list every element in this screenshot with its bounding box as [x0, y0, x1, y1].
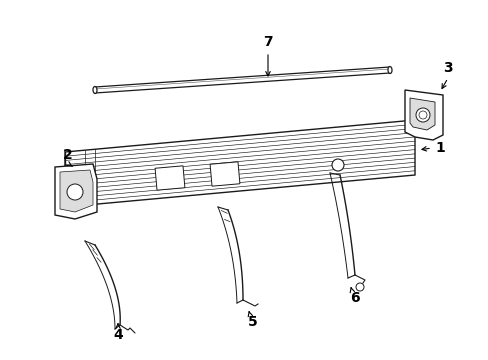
Polygon shape: [404, 90, 442, 140]
Polygon shape: [210, 162, 240, 186]
Text: 3: 3: [442, 61, 452, 75]
Circle shape: [418, 111, 426, 119]
Polygon shape: [155, 166, 184, 190]
Polygon shape: [409, 98, 434, 130]
Text: 7: 7: [263, 35, 272, 49]
Text: 1: 1: [434, 141, 444, 155]
Polygon shape: [65, 120, 414, 207]
Text: 6: 6: [349, 291, 359, 305]
Polygon shape: [55, 164, 97, 219]
Ellipse shape: [387, 67, 391, 73]
Circle shape: [331, 159, 343, 171]
Circle shape: [415, 108, 429, 122]
Text: 2: 2: [63, 148, 73, 162]
Circle shape: [67, 184, 83, 200]
Text: 5: 5: [247, 315, 257, 329]
Text: 4: 4: [113, 328, 122, 342]
Ellipse shape: [93, 86, 97, 94]
Polygon shape: [60, 170, 93, 212]
Circle shape: [355, 283, 363, 291]
